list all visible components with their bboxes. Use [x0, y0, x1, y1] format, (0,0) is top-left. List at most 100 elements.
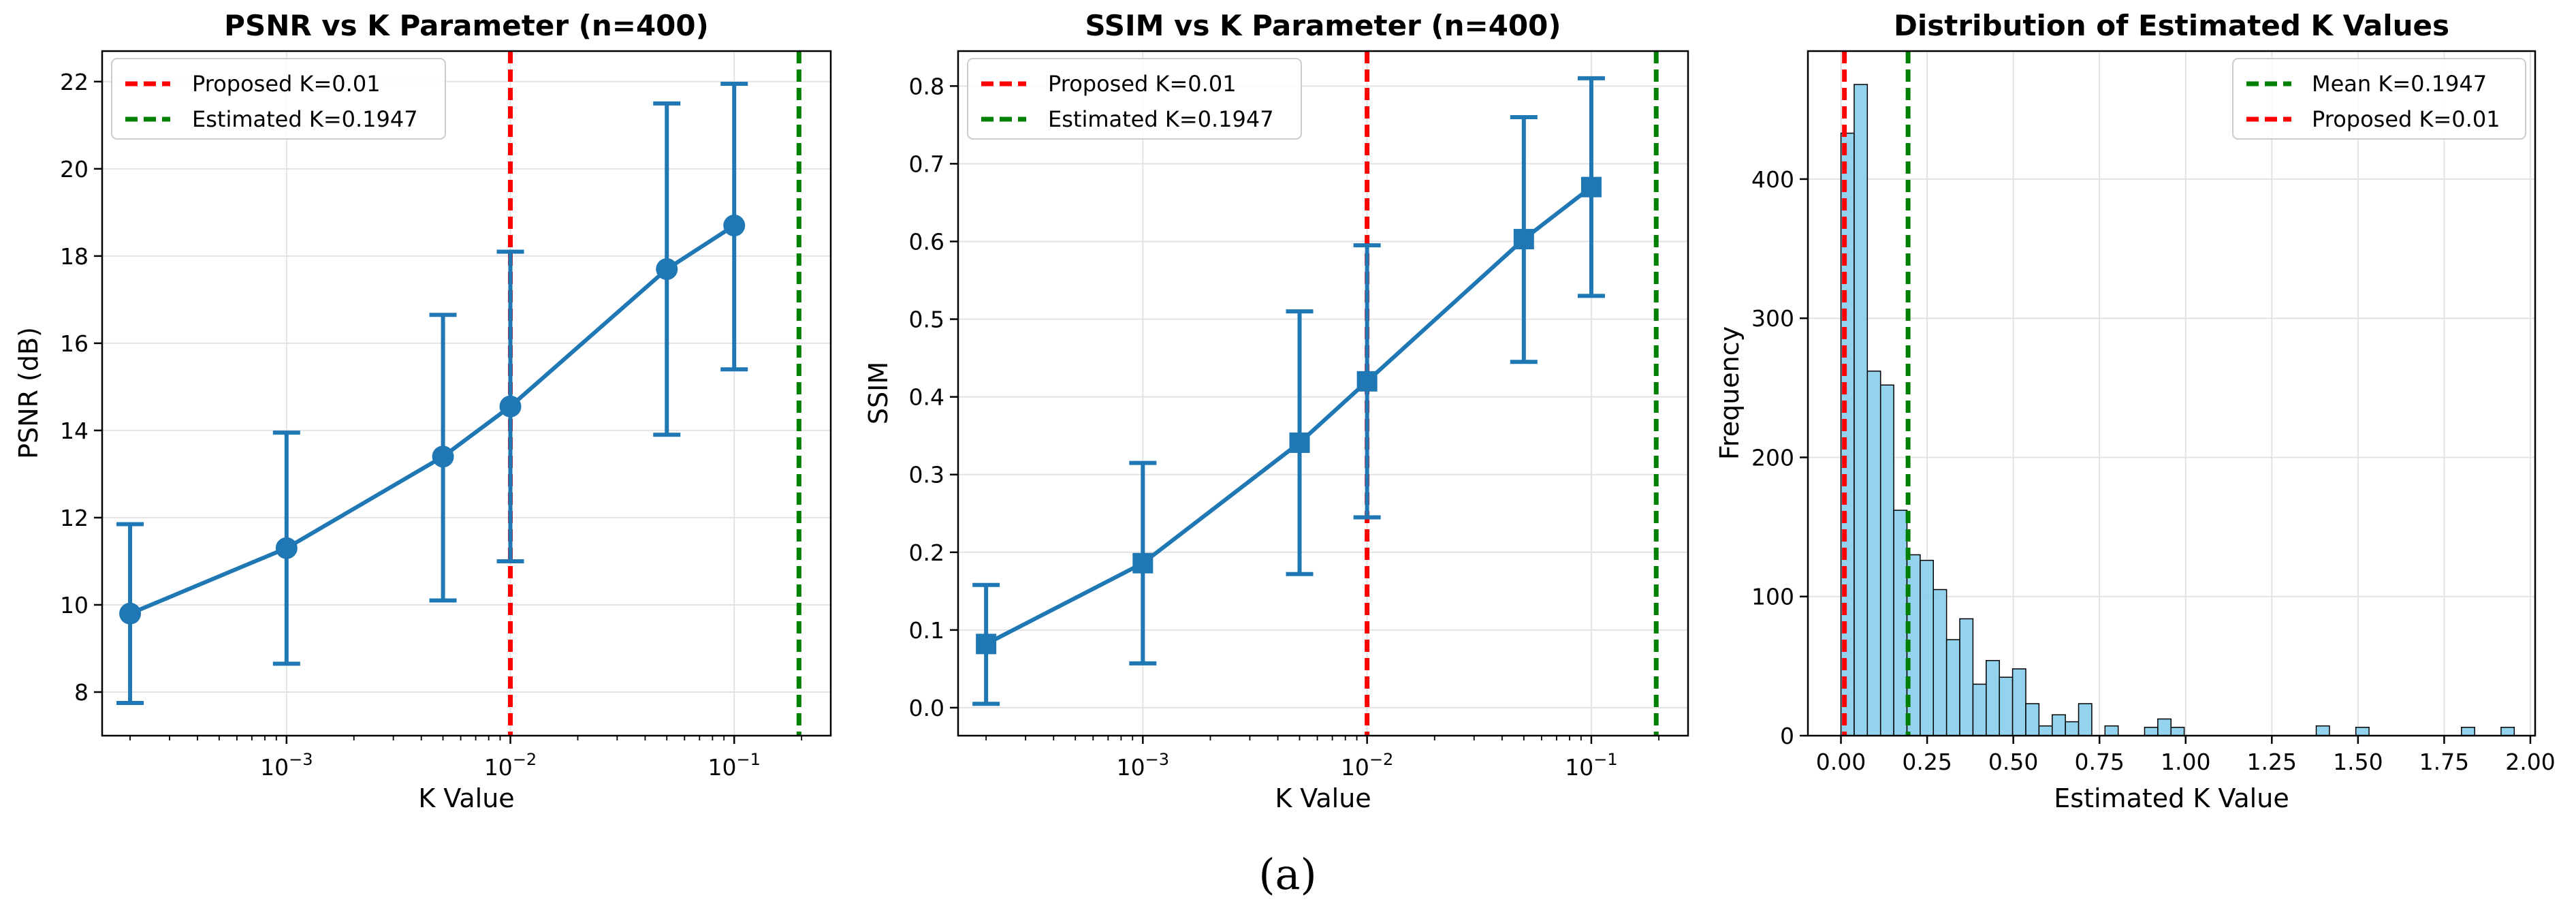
k-distribution-chart: 0.00 0.25 0.50 0.75 1.00 1.25 1.50 1.75 2.00 0 10…: [1715, 9, 2556, 813]
hist-bar: [2315, 725, 2330, 736]
ssim-chart-title: SSIM vs K Parameter (n=400): [1085, 9, 1561, 42]
psnr-series-marks: [116, 82, 748, 705]
hist-bar: [2052, 714, 2066, 736]
psnr-legend-estimated: Estimated K=0.1947: [192, 106, 418, 132]
hist-x-tick-label: 0.25: [1902, 749, 1952, 775]
hist-bar: [2025, 703, 2040, 736]
psnr-y-tick-label: 18: [60, 243, 89, 270]
ssim-y-tick-label: 0.8: [909, 73, 944, 99]
psnr-x-axis-label: K Value: [418, 783, 514, 813]
ssim-data-point: [1513, 229, 1534, 250]
psnr-data-point: [275, 537, 298, 559]
psnr-y-tick-label: 14: [60, 418, 89, 444]
ssim-series-marks: [972, 76, 1605, 706]
ssim-y-tick-label: 0.4: [909, 384, 944, 411]
hist-x-tick-label: 0.75: [2074, 749, 2124, 775]
hist-bar: [2038, 725, 2053, 736]
hist-bar: [2500, 726, 2515, 736]
hist-bar: [1866, 371, 1881, 736]
ssim-x-tick-label: 10−1: [1565, 750, 1617, 781]
ssim-x-tick-label: 10−3: [1117, 750, 1169, 781]
psnr-legend: Proposed K=0.01 Estimated K=0.1947: [111, 58, 446, 140]
psnr-x-tick-label: 10−3: [260, 750, 313, 781]
hist-x-tick-label: 1.00: [2161, 749, 2210, 775]
hist-bar: [2065, 721, 2080, 736]
hist-bar: [2170, 726, 2185, 736]
ssim-y-tick-label: 0.3: [909, 462, 944, 488]
hist-y-tick-label: 200: [1751, 444, 1794, 471]
hist-legend-box: [2232, 58, 2526, 140]
ssim-legend: Proposed K=0.01 Estimated K=0.1947: [967, 58, 1302, 140]
psnr-axes-frame: [101, 50, 832, 737]
ssim-y-tick-label: 0.0: [909, 695, 944, 721]
hist-x-ticks: 0.00 0.25 0.50 0.75 1.00 1.25 1.50 1.75 2.00: [1816, 736, 2556, 775]
hist-bar: [2461, 726, 2475, 736]
psnr-chart-title: PSNR vs K Parameter (n=400): [224, 9, 709, 42]
psnr-data-point: [723, 215, 746, 237]
ssim-data-point: [976, 633, 997, 655]
hist-bar: [1920, 559, 1935, 736]
hist-legend-mean: Mean K=0.1947: [2312, 71, 2487, 97]
ssim-x-ticks: 10−3 10−2 10−1: [985, 736, 1659, 781]
psnr-series-line: [129, 223, 735, 616]
ssim-axes-frame: [957, 50, 1689, 737]
ssim-x-tick-label: 10−2: [1341, 750, 1393, 781]
psnr-legend-box: [111, 58, 446, 140]
hist-bar: [1972, 683, 1987, 736]
ssim-data-point: [1132, 552, 1154, 574]
psnr-grid: [102, 51, 831, 736]
hist-x-tick-label: 0.00: [1816, 749, 1866, 775]
hist-y-tick-label: 400: [1751, 166, 1794, 193]
psnr-y-tick-label: 16: [60, 330, 89, 357]
hist-y-ticks: 0 100 200 300 400: [1751, 166, 1808, 749]
ssim-y-tick-label: 0.7: [909, 151, 944, 177]
psnr-reference-lines: [508, 51, 801, 736]
hist-x-tick-label: 1.25: [2247, 749, 2297, 775]
ssim-series-line: [985, 185, 1593, 646]
hist-x-tick-label: 0.50: [1988, 749, 2038, 775]
hist-bar: [2144, 726, 2159, 736]
psnr-data-point: [499, 395, 522, 418]
psnr-x-tick-label: 10−1: [708, 750, 761, 781]
hist-bar: [1933, 589, 1947, 736]
psnr-data-point: [656, 258, 678, 281]
psnr-legend-proposed: Proposed K=0.01: [192, 71, 381, 97]
ssim-y-tick-label: 0.2: [909, 539, 944, 566]
ssim-legend-proposed: Proposed K=0.01: [1048, 71, 1237, 97]
ssim-data-point: [1289, 432, 1310, 453]
psnr-x-tick-label: 10−2: [484, 750, 537, 781]
hist-bar: [1879, 384, 1894, 736]
psnr-chart: 10−3 10−2 10−1 8 10 12 14 16 18 20 22 PSNR vs K P…: [14, 9, 832, 813]
hist-bar: [1986, 659, 2000, 736]
ssim-data-point: [1356, 371, 1378, 392]
psnr-data-point: [119, 602, 142, 625]
hist-bar: [1893, 510, 1908, 736]
psnr-x-ticks: 10−3 10−2 10−1: [129, 736, 803, 781]
hist-y-tick-label: 0: [1780, 723, 1794, 749]
hist-axes-frame: [1807, 50, 2537, 737]
psnr-data-point: [432, 445, 454, 468]
hist-bar: [2104, 725, 2119, 736]
hist-x-axis-label: Estimated K Value: [2054, 783, 2289, 813]
figure-caption: (a): [1258, 849, 1316, 899]
hist-x-tick-label: 1.75: [2419, 749, 2469, 775]
hist-x-tick-label: 1.50: [2333, 749, 2383, 775]
hist-bar: [1854, 84, 1869, 736]
ssim-y-tick-label: 0.6: [909, 228, 944, 255]
hist-bar: [2078, 703, 2093, 736]
hist-bar: [2011, 668, 2026, 736]
ssim-legend-box: [967, 58, 1302, 140]
ssim-y-axis-label: SSIM: [863, 362, 893, 424]
ssim-y-tick-label: 0.1: [909, 617, 944, 644]
hist-legend: Mean K=0.1947 Proposed K=0.01: [2232, 58, 2526, 140]
ssim-data-point: [1580, 176, 1602, 198]
hist-bar: [1945, 639, 1960, 736]
hist-y-tick-label: 100: [1751, 584, 1794, 610]
hist-reference-lines: [1842, 51, 1911, 736]
ssim-chart: 10−3 10−2 10−1 0.0 0.1 0.2 0.3 0.4 0.5 0.6 0.7 0.8…: [863, 9, 1689, 813]
hist-bars: [1840, 84, 2515, 736]
psnr-y-axis-label: PSNR (dB): [14, 327, 44, 459]
hist-bar: [1999, 676, 2014, 736]
hist-x-tick-label: 2.00: [2505, 749, 2555, 775]
